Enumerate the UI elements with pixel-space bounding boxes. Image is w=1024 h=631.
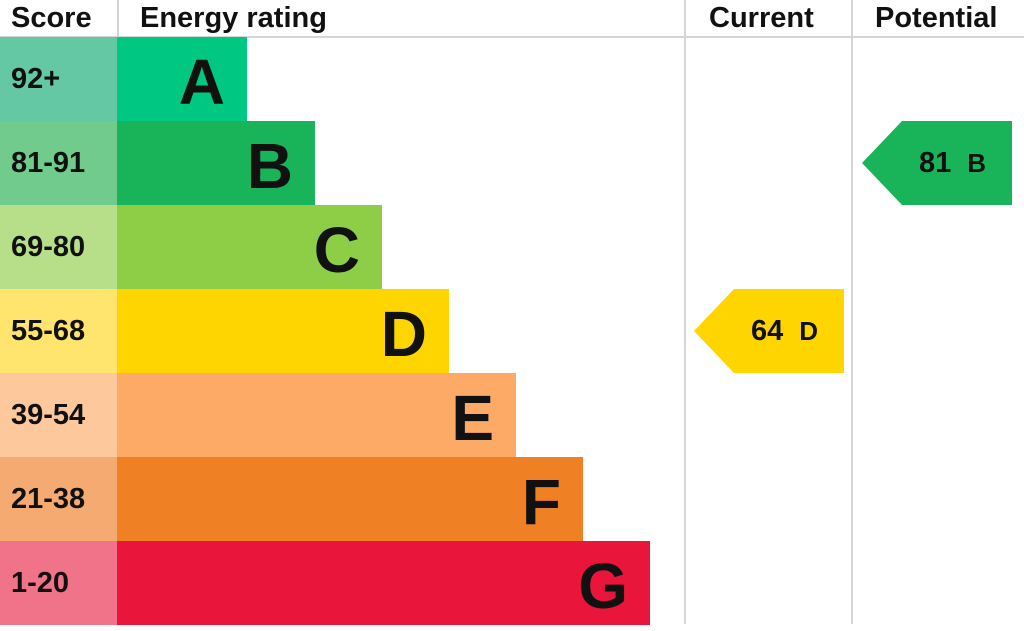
score-range-e: 39-54 [0, 373, 117, 457]
score-range-f: 21-38 [0, 457, 117, 541]
potential-header: Potential [875, 2, 998, 34]
potential-letter: B [967, 148, 986, 178]
potential-value: 81 [918, 147, 952, 179]
score-range-a: 92+ [0, 37, 117, 121]
current-letter: D [799, 316, 818, 346]
current-header: Current [709, 2, 814, 34]
rating-bar-a: A [117, 37, 247, 121]
score-range-d: 55-68 [0, 289, 117, 373]
column-divider [851, 0, 853, 624]
rating-bar-f: F [117, 457, 583, 541]
current-value: 64 [750, 315, 784, 347]
score-range-b: 81-91 [0, 121, 117, 205]
potential-rating-arrow: 81 B [862, 121, 1012, 205]
score-range-c: 69-80 [0, 205, 117, 289]
rating-bar-d: D [117, 289, 449, 373]
score-header: Score [11, 2, 92, 34]
rating-bar-b: B [117, 121, 315, 205]
header-divider [0, 36, 1024, 38]
rating-bar-c: C [117, 205, 382, 289]
rating-bar-e: E [117, 373, 516, 457]
column-divider [684, 0, 686, 624]
score-range-g: 1-20 [0, 541, 117, 625]
column-divider [117, 0, 119, 36]
rating-bar-g: G [117, 541, 650, 625]
energy-rating-header: Energy rating [140, 2, 327, 34]
current-rating-arrow: 64 D [694, 289, 844, 373]
